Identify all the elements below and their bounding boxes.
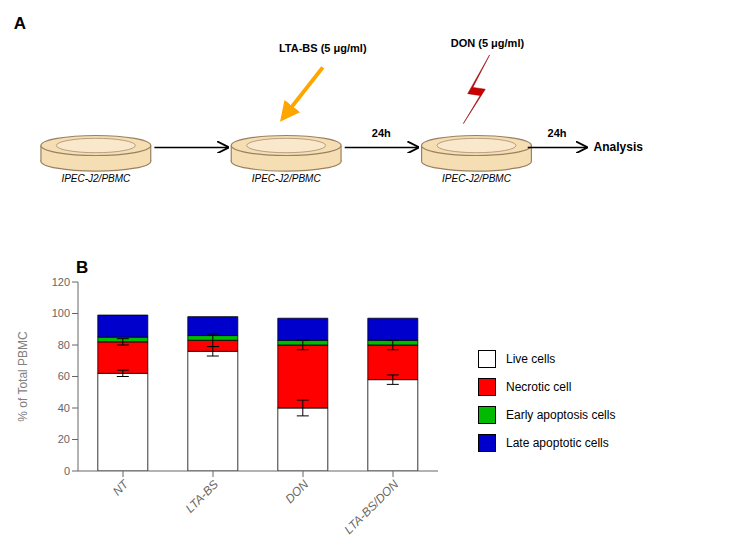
svg-text:24h: 24h	[372, 127, 391, 139]
svg-text:LTA-BS/DON: LTA-BS/DON	[342, 477, 402, 537]
svg-text:A: A	[14, 14, 26, 33]
svg-text:IPEC-J2/PBMC: IPEC-J2/PBMC	[442, 173, 512, 184]
html-text:Early apoptosis cells: Early apoptosis cells	[506, 407, 616, 422]
html-text:B: B	[76, 258, 89, 277]
svg-text:DON: DON	[282, 477, 311, 506]
svg-text:60: 60	[58, 370, 70, 382]
svg-text:Analysis: Analysis	[594, 140, 644, 154]
svg-text:LTA-BS: LTA-BS	[183, 477, 221, 515]
svg-text:20: 20	[58, 433, 70, 445]
html-text:Late apoptotic cells: Late apoptotic cells	[506, 435, 609, 450]
svg-text:% of Total PBMC: % of Total PBMC	[16, 331, 30, 422]
svg-text:120: 120	[52, 276, 70, 288]
html-text:Necrotic cell: Necrotic cell	[506, 379, 572, 394]
svg-text:LTA-BS (5 μg/ml): LTA-BS (5 μg/ml)	[279, 42, 367, 54]
svg-text:NT: NT	[110, 476, 132, 498]
svg-text:80: 80	[58, 339, 70, 351]
svg-text:IPEC-J2/PBMC: IPEC-J2/PBMC	[61, 173, 131, 184]
svg-text:100: 100	[52, 307, 70, 319]
svg-text:IPEC-J2/PBMC: IPEC-J2/PBMC	[252, 173, 322, 184]
svg-text:24h: 24h	[548, 127, 567, 139]
svg-text:0: 0	[64, 465, 70, 477]
svg-text:40: 40	[58, 402, 70, 414]
html-text:Live cells: Live cells	[506, 351, 556, 366]
svg-text:DON (5 μg/ml): DON (5 μg/ml)	[451, 37, 525, 49]
